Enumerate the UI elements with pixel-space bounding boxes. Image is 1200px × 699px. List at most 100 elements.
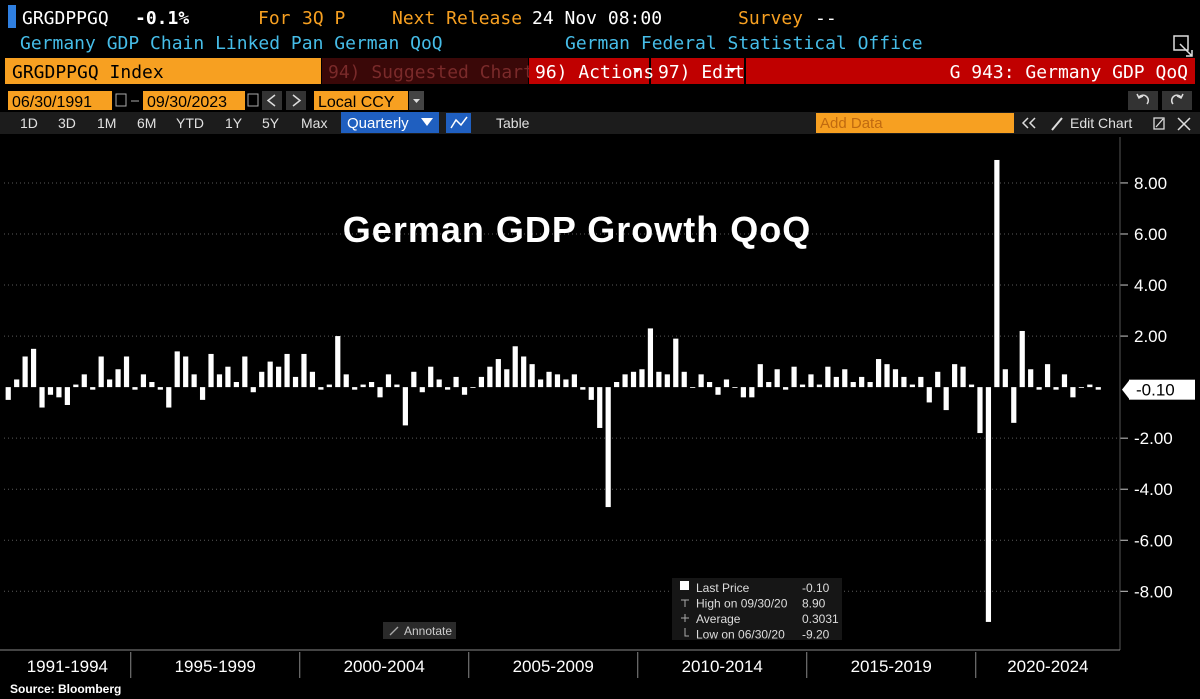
bar <box>901 376 907 388</box>
range-button[interactable]: 6M <box>137 115 156 131</box>
frequency: Quarterly <box>347 115 409 132</box>
range-button[interactable]: 1Y <box>225 115 243 131</box>
ticker: GRGDPPGQ <box>22 8 109 29</box>
bar <box>225 366 231 388</box>
range-button[interactable]: 5Y <box>262 115 280 131</box>
bar <box>1044 364 1051 388</box>
x-group-label: 2005-2009 <box>513 657 594 676</box>
bar <box>115 369 121 388</box>
undo-icon <box>1136 93 1150 105</box>
bar <box>994 159 1000 388</box>
bar <box>504 369 510 388</box>
legend-label: Average <box>696 612 741 626</box>
bar <box>394 384 400 388</box>
settings-icon[interactable] <box>1153 117 1165 130</box>
legend-value: 8.90 <box>802 597 826 611</box>
start-date-field[interactable] <box>8 91 112 110</box>
currency: Local CCY <box>318 94 395 111</box>
currency-field[interactable] <box>314 91 408 110</box>
security-field[interactable] <box>5 58 321 84</box>
range-button[interactable]: 1M <box>97 115 116 131</box>
legend-value: 0.3031 <box>802 612 839 626</box>
collapse-icon[interactable] <box>1021 117 1036 129</box>
add-data-field[interactable] <box>816 113 1014 133</box>
legend-value: -9.20 <box>802 628 830 642</box>
frequency-button[interactable] <box>341 112 439 133</box>
bar <box>157 387 163 390</box>
x-group-label: 1991-1994 <box>27 657 108 676</box>
range-button[interactable]: 3D <box>58 115 76 131</box>
bar <box>1053 387 1059 390</box>
edit-menu[interactable]: 97) Edit <box>658 62 745 83</box>
undo-button[interactable] <box>1128 91 1158 110</box>
survey-label: Survey <box>738 8 803 29</box>
x-group-label: 1995-1999 <box>175 657 256 676</box>
calendar-icon[interactable] <box>115 93 127 107</box>
bar <box>1019 330 1025 388</box>
dropdown-arrow <box>633 68 641 73</box>
redo-button[interactable] <box>1162 91 1192 110</box>
bar <box>166 387 172 408</box>
line-chart-icon <box>450 116 468 129</box>
function: G 943: Germany GDP QoQ <box>950 62 1188 83</box>
bar <box>884 364 890 388</box>
actions-menu[interactable]: 96) Actions <box>535 62 654 83</box>
bar <box>30 348 37 388</box>
bar <box>816 384 823 388</box>
bar <box>580 387 586 390</box>
bar <box>512 346 518 388</box>
prev-button[interactable] <box>262 91 282 110</box>
bar <box>352 387 358 390</box>
range-button[interactable]: YTD <box>176 115 204 131</box>
last-price-box <box>1129 379 1195 400</box>
legend-box <box>672 578 842 640</box>
bar <box>470 387 476 388</box>
bar <box>64 387 70 405</box>
bar <box>875 359 882 388</box>
range-button[interactable]: Max <box>301 115 327 131</box>
x-axis-bar <box>0 650 1200 680</box>
bar <box>14 379 20 388</box>
legend-swatch <box>680 581 689 590</box>
bar <box>174 351 180 388</box>
bar <box>546 371 552 388</box>
bar <box>808 374 814 388</box>
source: Source: Bloomberg <box>10 682 121 696</box>
bar <box>977 387 983 434</box>
bar <box>706 382 713 388</box>
bar <box>799 384 806 388</box>
bar <box>698 374 704 388</box>
close-icon[interactable] <box>1177 117 1191 131</box>
end-date-field[interactable] <box>143 91 245 110</box>
calendar-icon[interactable] <box>247 93 259 107</box>
description: Germany GDP Chain Linked Pan German QoQ <box>20 33 443 54</box>
popout-icon[interactable] <box>1173 35 1193 57</box>
table-button[interactable]: Table <box>496 115 530 131</box>
bar <box>326 384 332 388</box>
bar <box>39 387 45 408</box>
bar <box>757 364 763 388</box>
bar <box>859 376 865 388</box>
legend-symbol <box>684 628 689 637</box>
bar <box>833 376 839 388</box>
bar <box>318 387 324 390</box>
dropdown-arrow <box>413 99 420 103</box>
bar <box>537 379 544 388</box>
bar <box>199 387 206 400</box>
bar <box>419 387 425 393</box>
range-button[interactable]: 1D <box>20 115 38 131</box>
next-button[interactable] <box>286 91 306 110</box>
x-group-label: 2020-2024 <box>1007 657 1088 676</box>
bar <box>825 366 831 388</box>
y-tick-label: 6.00 <box>1134 225 1167 244</box>
annotate-button[interactable] <box>383 622 456 639</box>
bar <box>1070 387 1076 398</box>
legend-label: Last Price <box>696 581 750 595</box>
bar <box>343 374 349 388</box>
bar <box>47 387 54 395</box>
bar <box>1061 374 1068 388</box>
edit-chart[interactable]: Edit Chart <box>1070 115 1132 131</box>
bar <box>402 387 408 426</box>
bar <box>656 371 662 388</box>
suggested-button[interactable] <box>322 58 528 84</box>
